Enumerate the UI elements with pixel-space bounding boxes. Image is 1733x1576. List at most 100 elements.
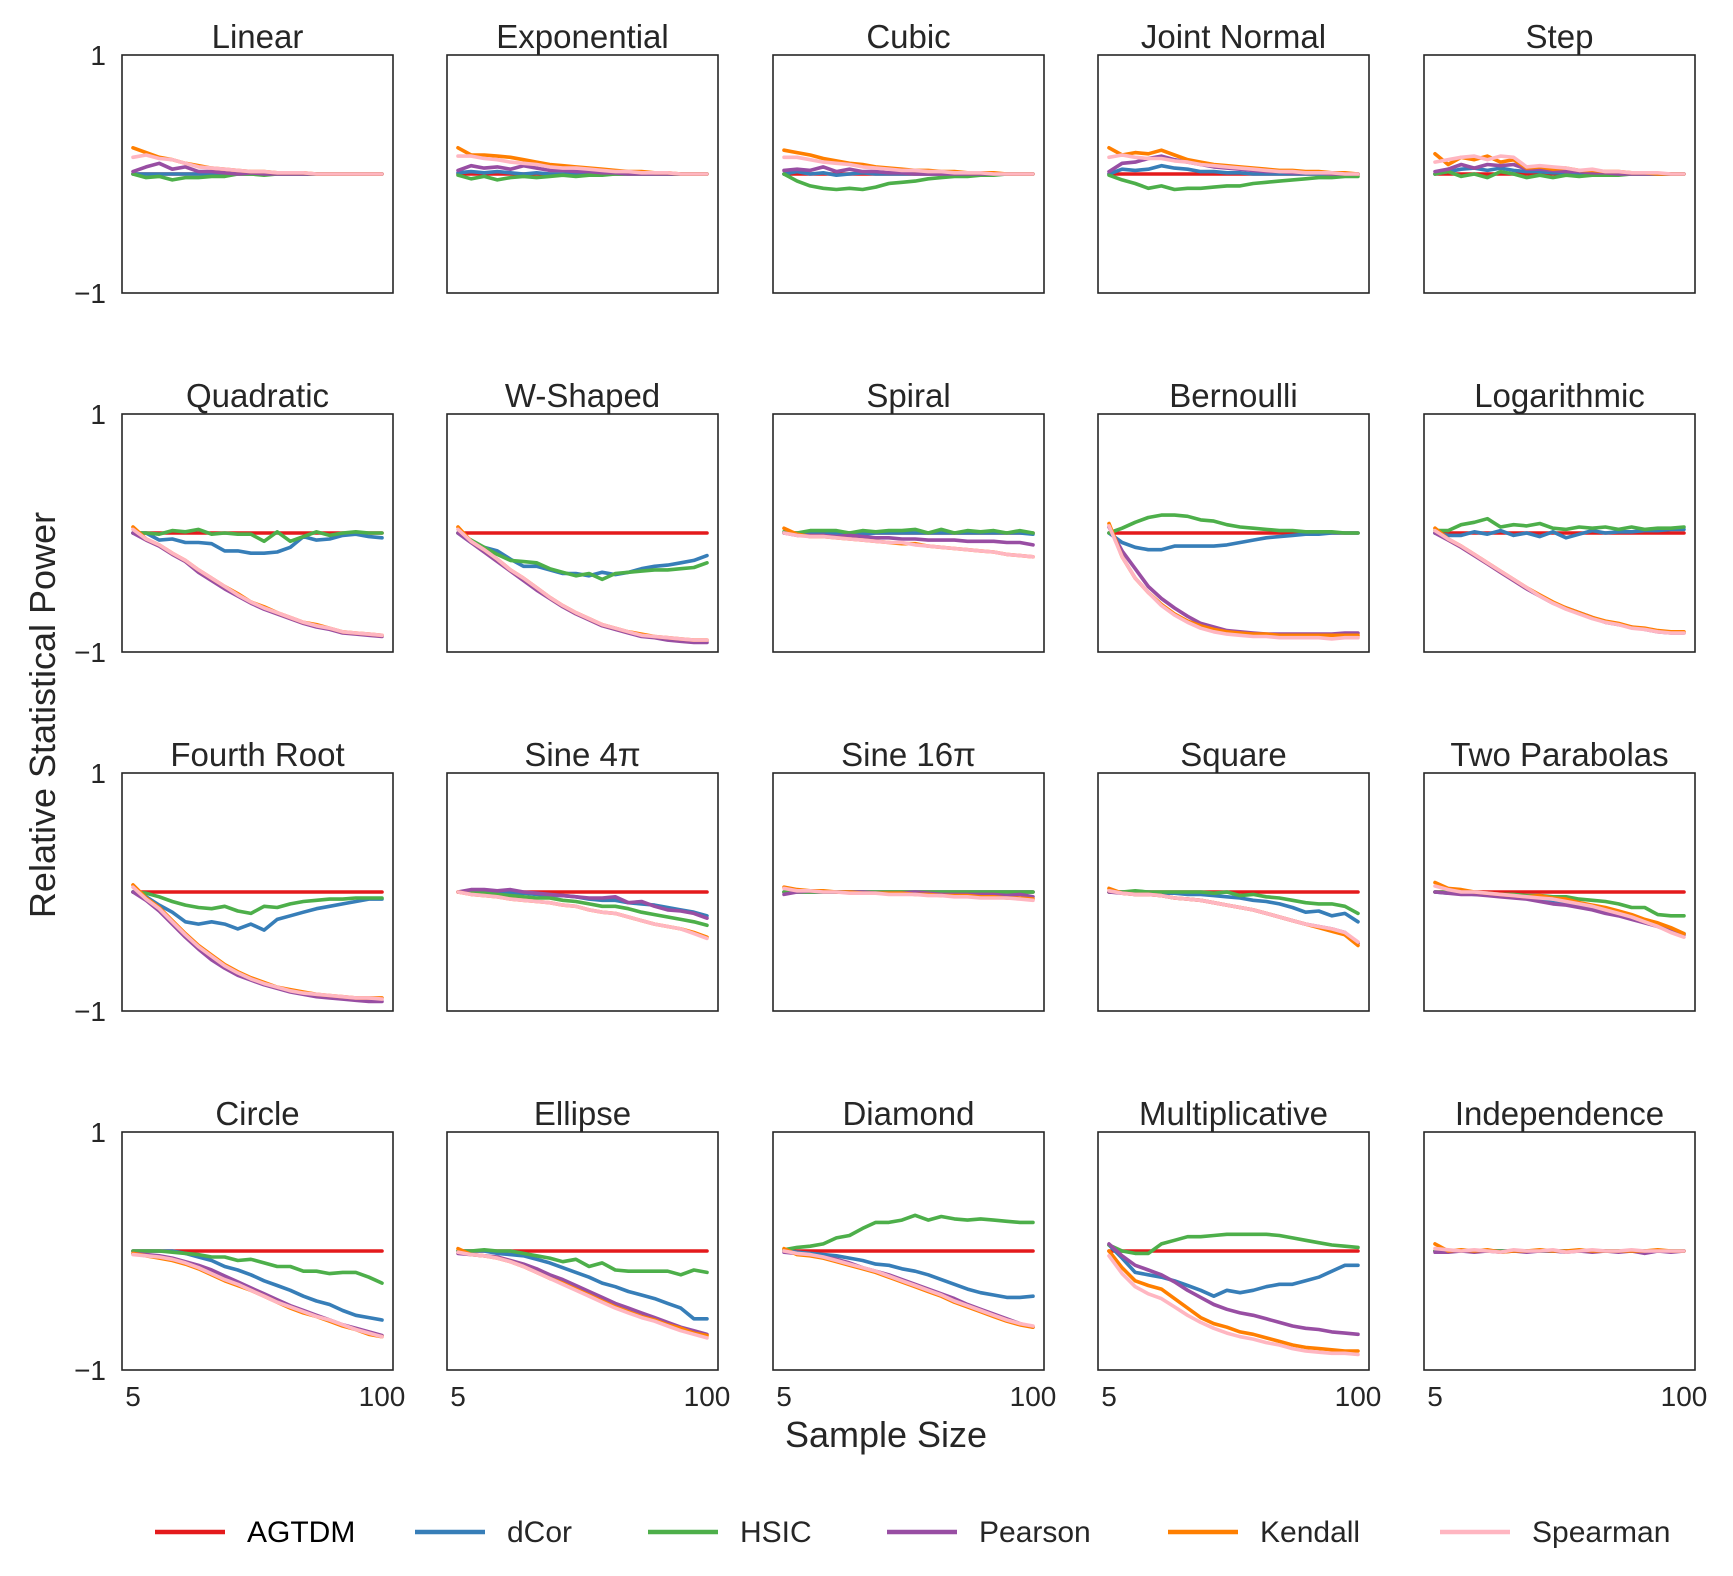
legend-item-hsic: HSIC bbox=[648, 1516, 812, 1549]
series-line-spearman bbox=[782, 886, 1035, 903]
x-axis-label: Sample Size bbox=[785, 1414, 987, 1455]
panel-title: Logarithmic bbox=[1474, 377, 1645, 414]
series-line-spearman bbox=[131, 1252, 384, 1339]
y-tick-label: −1 bbox=[74, 1355, 106, 1386]
series-line-spearman bbox=[782, 1249, 1035, 1328]
legend: AGTDM dCor HSIC Pearson Kendall Spearman bbox=[155, 1516, 1670, 1549]
x-tick-label: 5 bbox=[1101, 1381, 1117, 1412]
series-line-hsic bbox=[782, 527, 1035, 535]
panel-spiral: Spiral bbox=[772, 377, 1045, 653]
series-line-dcor bbox=[782, 1249, 1035, 1300]
series-line-spearman bbox=[782, 155, 1035, 176]
legend-item-spearman: Spearman bbox=[1440, 1516, 1670, 1549]
panel-independence: Independence 5 100 bbox=[1423, 1095, 1708, 1412]
series-line-dcor bbox=[131, 890, 384, 932]
panel-diamond: Diamond 5 100 bbox=[772, 1095, 1057, 1412]
y-axis-label: Relative Statistical Power bbox=[22, 512, 63, 918]
x-tick-label: 100 bbox=[1010, 1381, 1057, 1412]
y-tick-label: 1 bbox=[90, 1117, 106, 1148]
panel-joint-normal: Joint Normal bbox=[1097, 18, 1370, 294]
panel-linear: Linear 1 −1 bbox=[74, 18, 394, 309]
x-tick-label: 5 bbox=[450, 1381, 466, 1412]
series-line-hsic bbox=[131, 1249, 384, 1285]
legend-label: dCor bbox=[507, 1516, 572, 1549]
legend-item-pearson: Pearson bbox=[887, 1516, 1091, 1549]
series-line-spearman bbox=[1433, 884, 1686, 940]
panel-exponential: Exponential bbox=[446, 18, 719, 294]
panel-multiplicative: Multiplicative 5 100 bbox=[1097, 1095, 1382, 1412]
panel-title: Diamond bbox=[842, 1095, 974, 1132]
series-line-hsic bbox=[1107, 888, 1360, 916]
panel-circle: Circle 1 −1 5 100 bbox=[74, 1095, 405, 1412]
panel-title: Circle bbox=[215, 1095, 299, 1132]
series-line-hsic bbox=[131, 890, 384, 916]
series-line-spearman bbox=[1433, 154, 1686, 176]
series-line-spearman bbox=[1107, 1254, 1360, 1357]
y-tick-label: −1 bbox=[74, 637, 106, 668]
series-line-hsic bbox=[456, 890, 709, 928]
panel-title: Two Parabolas bbox=[1450, 736, 1668, 773]
legend-label: Pearson bbox=[979, 1516, 1091, 1549]
panel-bernoulli: Bernoulli bbox=[1097, 377, 1370, 653]
x-tick-label: 5 bbox=[776, 1381, 792, 1412]
x-tick-label: 100 bbox=[684, 1381, 731, 1412]
y-tick-label: −1 bbox=[74, 996, 106, 1027]
x-tick-label: 5 bbox=[125, 1381, 141, 1412]
panel-title: W-Shaped bbox=[505, 377, 660, 414]
legend-item-agtdm: AGTDM bbox=[155, 1516, 355, 1549]
series-line-hsic bbox=[456, 531, 709, 582]
series-line-spearman bbox=[1107, 153, 1360, 176]
panel-title: Bernoulli bbox=[1169, 377, 1297, 414]
legend-label: AGTDM bbox=[247, 1516, 355, 1549]
series-line-spearman bbox=[1433, 1246, 1686, 1254]
legend-label: Spearman bbox=[1532, 1516, 1670, 1549]
panel-title: Sine 16π bbox=[841, 736, 976, 773]
series-line-spearman bbox=[456, 890, 709, 941]
panel-sine-4: Sine 4π bbox=[446, 736, 719, 1012]
panel-cubic: Cubic bbox=[772, 18, 1045, 294]
panel-title: Exponential bbox=[496, 18, 668, 55]
series-line-spearman bbox=[456, 154, 709, 176]
panel-title: Fourth Root bbox=[170, 736, 344, 773]
panel-sine-16: Sine 16π bbox=[772, 736, 1045, 1012]
panel-title: Sine 4π bbox=[524, 736, 640, 773]
series-line-pearson bbox=[1107, 1242, 1360, 1337]
panel-title: Ellipse bbox=[534, 1095, 631, 1132]
panel-w-shaped: W-Shaped bbox=[446, 377, 719, 653]
panel-title: Step bbox=[1526, 18, 1594, 55]
legend-label: Kendall bbox=[1260, 1516, 1360, 1549]
x-tick-label: 100 bbox=[1335, 1381, 1382, 1412]
series-line-kendall bbox=[1107, 1249, 1360, 1353]
panel-title: Independence bbox=[1455, 1095, 1664, 1132]
y-tick-label: 1 bbox=[90, 758, 106, 789]
panel-title: Linear bbox=[212, 18, 304, 55]
series-line-dcor bbox=[131, 531, 384, 556]
y-tick-label: −1 bbox=[74, 278, 106, 309]
series-line-dcor bbox=[1107, 531, 1360, 552]
x-tick-label: 5 bbox=[1427, 1381, 1443, 1412]
x-tick-label: 100 bbox=[1661, 1381, 1708, 1412]
series-line-spearman bbox=[456, 1250, 709, 1340]
panel-title: Joint Normal bbox=[1141, 18, 1326, 55]
panel-step: Step bbox=[1423, 18, 1696, 294]
panel-title: Multiplicative bbox=[1139, 1095, 1328, 1132]
panel-quadratic: Quadratic 1 −1 bbox=[74, 377, 394, 668]
series-line-hsic bbox=[1107, 1232, 1360, 1256]
panel-grid: Linear 1 −1 Exponential Cubic Joint Normal Ste… bbox=[74, 18, 1707, 1412]
panel-title: Quadratic bbox=[186, 377, 329, 414]
series-line-hsic bbox=[1433, 516, 1686, 533]
x-tick-label: 100 bbox=[359, 1381, 406, 1412]
panel-title: Cubic bbox=[866, 18, 950, 55]
series-line-hsic bbox=[1107, 173, 1360, 192]
panel-logarithmic: Logarithmic bbox=[1423, 377, 1696, 653]
series-line-spearman bbox=[1433, 528, 1686, 635]
series-line-spearman bbox=[131, 153, 384, 176]
panel-fourth-root: Fourth Root 1 −1 bbox=[74, 736, 394, 1027]
series-line-spearman bbox=[782, 531, 1035, 559]
series-line-hsic bbox=[456, 1248, 709, 1277]
legend-item-dcor: dCor bbox=[415, 1516, 572, 1549]
series-line-spearman bbox=[131, 527, 384, 638]
series-line-hsic bbox=[131, 527, 384, 544]
series-line-dcor bbox=[1107, 1243, 1360, 1298]
